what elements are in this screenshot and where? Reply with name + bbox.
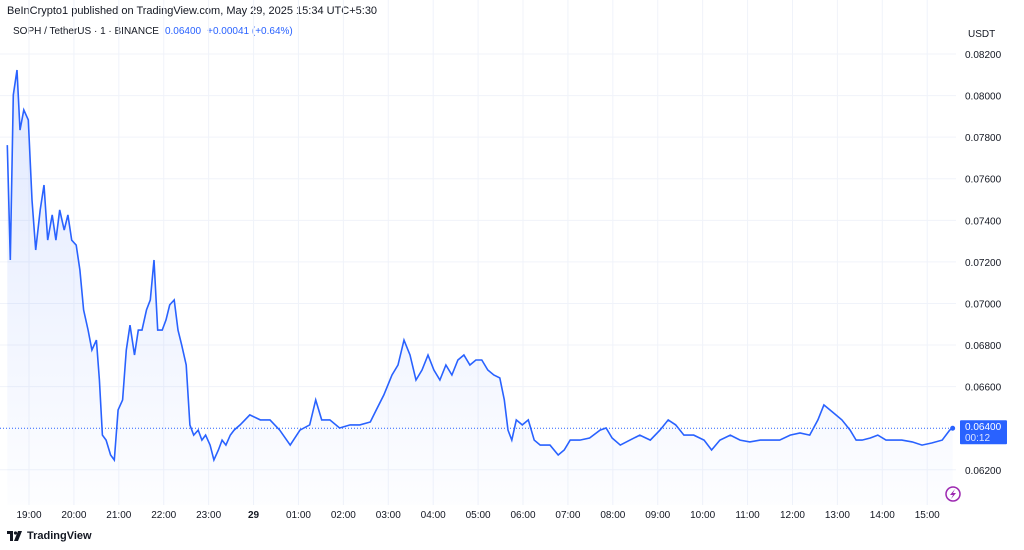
- x-tick-label: 06:00: [510, 510, 535, 521]
- x-tick-label: 23:00: [196, 510, 221, 521]
- x-tick-label: 29: [248, 510, 260, 521]
- x-tick-label: 20:00: [61, 510, 86, 521]
- x-tick-label: 04:00: [421, 510, 446, 521]
- brand-name: TradingView: [27, 530, 92, 542]
- symbol-title: SOPH / TetherUS · 1 · BINANCE: [13, 26, 159, 37]
- x-tick-label: 21:00: [106, 510, 131, 521]
- x-tick-label: 19:00: [16, 510, 41, 521]
- y-tick-label: 0.06800: [965, 341, 1002, 352]
- price-area: [7, 70, 953, 505]
- last-price-value: 0.06400: [965, 422, 1002, 433]
- y-tick-label: 0.06200: [965, 466, 1002, 477]
- x-tick-label: 02:00: [331, 510, 356, 521]
- last-price-dot: [950, 425, 956, 431]
- x-tick-label: 14:00: [870, 510, 895, 521]
- y-tick-label: 0.08200: [965, 50, 1002, 61]
- y-axis-unit: USDT: [968, 29, 995, 40]
- y-tick-label: 0.07000: [965, 299, 1002, 310]
- price-line: [6, 69, 954, 463]
- bar-countdown: 00:12: [965, 433, 990, 444]
- x-tick-label: 15:00: [915, 510, 940, 521]
- y-tick-label: 0.07400: [965, 216, 1002, 227]
- x-tick-label: 22:00: [151, 510, 176, 521]
- flash-icon[interactable]: [945, 486, 961, 502]
- tradingview-logo[interactable]: TradingView: [7, 530, 92, 542]
- symbol-legend: SOPH / TetherUS · 1 · BINANCE 0.06400 +0.0…: [13, 26, 293, 37]
- x-tick-label: 13:00: [825, 510, 850, 521]
- x-tick-label: 12:00: [780, 510, 805, 521]
- x-tick-label: 05:00: [466, 510, 491, 521]
- x-tick-label: 10:00: [690, 510, 715, 521]
- y-tick-label: 0.07600: [965, 175, 1002, 186]
- tradingview-logo-icon: [7, 531, 22, 541]
- last-price-text: 0.06400: [164, 26, 202, 37]
- last-price-label: 0.06400 00:12: [960, 420, 1007, 445]
- y-tick-label: 0.08000: [965, 92, 1002, 103]
- y-tick-label: 0.07200: [965, 258, 1002, 269]
- x-tick-label: 11:00: [735, 510, 760, 521]
- publisher-line: BeInCrypto1 published on TradingView.com…: [7, 5, 378, 17]
- x-tick-label: 01:00: [286, 510, 311, 521]
- x-tick-label: 03:00: [376, 510, 401, 521]
- x-tick-label: 08:00: [600, 510, 625, 521]
- x-tick-label: 09:00: [645, 510, 670, 521]
- x-tick-label: 07:00: [555, 510, 580, 521]
- y-tick-label: 0.06600: [965, 383, 1002, 394]
- y-tick-label: 0.07800: [965, 133, 1002, 144]
- price-change-text: +0.00041 (+0.64%): [207, 26, 293, 37]
